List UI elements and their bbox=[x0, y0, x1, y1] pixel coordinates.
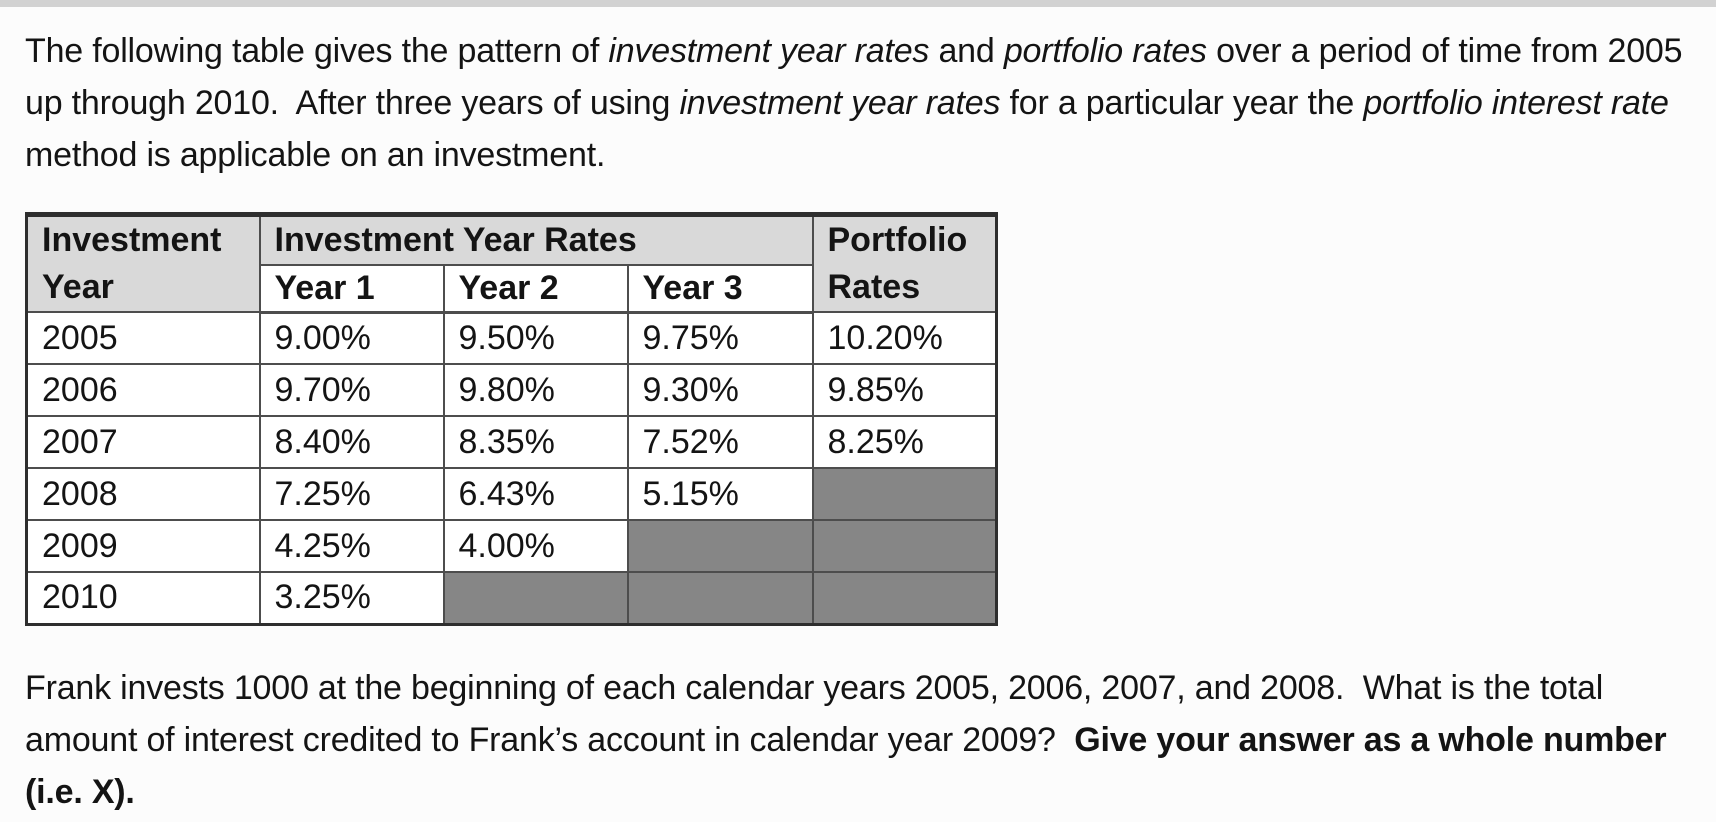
table-row-2008: 2008 7.25% 6.43% 5.15% bbox=[25, 467, 998, 521]
shaded-cell bbox=[626, 519, 814, 573]
question-bold-segment: Give your answer as a whole number (i.e.… bbox=[25, 720, 1676, 811]
intro-italic-segment: portfolio interest rate bbox=[1363, 84, 1669, 122]
cell-portfolio-rate: 10.20% bbox=[811, 311, 998, 365]
intro-italic-segment: portfolio rates bbox=[1003, 32, 1207, 70]
cell-year1-rate: 9.70% bbox=[258, 363, 445, 417]
document-page: The following table gives the pattern of… bbox=[0, 7, 1716, 818]
intro-italic-segment: investment year rates bbox=[679, 84, 1001, 122]
table-row-2007: 2007 8.40% 8.35% 7.52% 8.25% bbox=[25, 415, 998, 469]
cell-year2-rate: 9.80% bbox=[442, 363, 629, 417]
cell-year3-rate: 7.52% bbox=[626, 415, 814, 469]
shaded-cell bbox=[442, 571, 629, 625]
cell-investment-year: 2006 bbox=[25, 363, 261, 417]
header-investment-year-rates: Investment Year Rates bbox=[258, 213, 814, 267]
cell-year2-rate: 8.35% bbox=[442, 415, 629, 469]
header-investment-year-line1: Investment bbox=[42, 221, 222, 259]
cell-year1-rate: 3.25% bbox=[258, 571, 445, 625]
cell-investment-year: 2008 bbox=[25, 467, 261, 521]
intro-text-segment: over a period of time from 2005 up throu… bbox=[25, 32, 1692, 122]
cell-year3-rate: 5.15% bbox=[626, 467, 814, 521]
header-investment-year: Investment Year bbox=[25, 213, 261, 313]
cell-year2-rate: 6.43% bbox=[442, 467, 629, 521]
cell-investment-year: 2005 bbox=[25, 311, 261, 365]
intro-italic-segment: investment year rates bbox=[608, 32, 930, 70]
table-row-2005: 2005 9.00% 9.50% 9.75% 10.20% bbox=[25, 311, 998, 365]
cell-investment-year: 2007 bbox=[25, 415, 261, 469]
intro-text-segment: method is applicable on an investment. bbox=[25, 84, 1678, 174]
rates-table: Investment Year Investment Year Rates Po… bbox=[25, 212, 998, 626]
cell-year3-rate: 9.75% bbox=[626, 311, 814, 365]
header-portfolio-rates: Portfolio Rates bbox=[811, 213, 998, 313]
header-portfolio-line1: Portfolio bbox=[827, 221, 968, 259]
cell-year1-rate: 8.40% bbox=[258, 415, 445, 469]
page-top-edge bbox=[0, 0, 1716, 7]
header-year3: Year 3 bbox=[626, 264, 814, 314]
shaded-cell bbox=[811, 519, 998, 573]
cell-investment-year: 2009 bbox=[25, 519, 261, 573]
question-paragraph: Frank invests 1000 at the beginning of e… bbox=[25, 662, 1697, 818]
header-portfolio-line2: Rates bbox=[827, 268, 921, 306]
header-investment-year-line2: Year bbox=[42, 268, 114, 306]
cell-portfolio-rate: 8.25% bbox=[811, 415, 998, 469]
question-text-segment: Frank invests 1000 at the beginning of e… bbox=[25, 668, 1613, 759]
table-header-row-1: Investment Year Investment Year Rates Po… bbox=[25, 213, 998, 313]
header-year2: Year 2 bbox=[442, 264, 629, 314]
shaded-cell bbox=[811, 571, 998, 625]
intro-paragraph: The following table gives the pattern of… bbox=[25, 25, 1697, 181]
cell-year3-rate: 9.30% bbox=[626, 363, 814, 417]
cell-investment-year: 2010 bbox=[25, 571, 261, 625]
table-row-2010: 2010 3.25% bbox=[25, 571, 998, 625]
table-header-row-2: Year 1 Year 2 Year 3 bbox=[27, 264, 997, 314]
cell-year2-rate: 4.00% bbox=[442, 519, 629, 573]
cell-year1-rate: 4.25% bbox=[258, 519, 445, 573]
shaded-cell bbox=[811, 467, 998, 521]
table-row-2009: 2009 4.25% 4.00% bbox=[25, 519, 998, 573]
table-row-2006: 2006 9.70% 9.80% 9.30% 9.85% bbox=[25, 363, 998, 417]
cell-year2-rate: 9.50% bbox=[442, 311, 629, 365]
intro-text-segment: The following table gives the pattern of bbox=[25, 32, 609, 70]
intro-text-segment: for a particular year the bbox=[1000, 84, 1364, 122]
cell-portfolio-rate: 9.85% bbox=[811, 363, 998, 417]
cell-year1-rate: 7.25% bbox=[258, 467, 445, 521]
header-year1: Year 1 bbox=[258, 264, 445, 314]
shaded-cell bbox=[626, 571, 814, 625]
cell-year1-rate: 9.00% bbox=[258, 311, 445, 365]
intro-text-segment: and bbox=[929, 32, 1004, 70]
